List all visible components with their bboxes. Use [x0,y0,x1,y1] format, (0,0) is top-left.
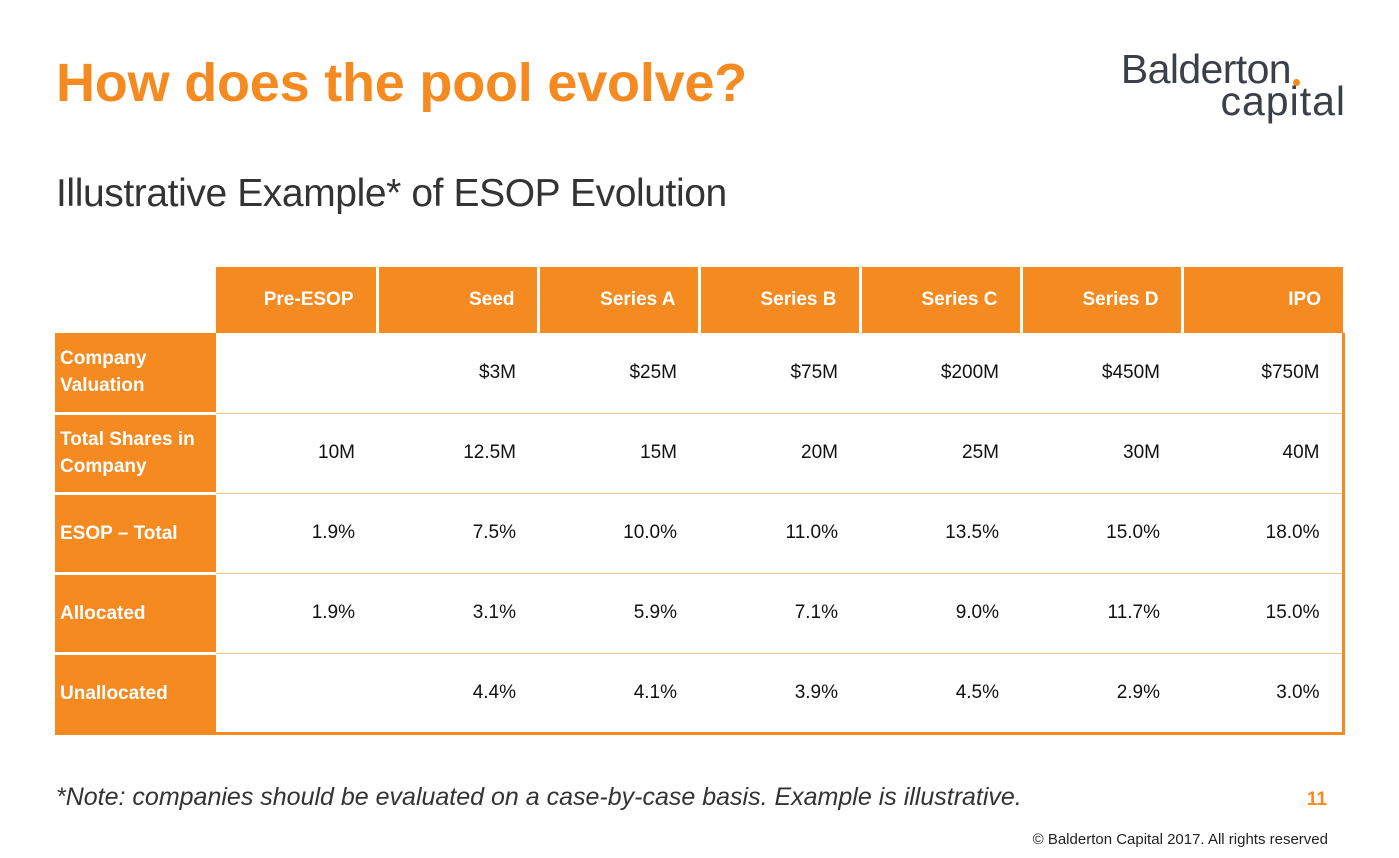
table-row: ESOP – Total 1.9% 7.5% 10.0% 11.0% 13.5%… [55,493,1345,575]
logo-sub-text: capital [1220,78,1346,124]
column-header: Series B [697,267,860,333]
table-cell: 15.0% [1021,493,1182,574]
table-cell: $75M [699,333,860,414]
table-corner-cell [55,267,216,333]
row-header: Unallocated [55,653,216,735]
table-cell: 7.5% [377,493,538,574]
table-cell: 9.0% [860,573,1021,654]
table-row: Total Shares in Company 10M 12.5M 15M 20… [55,413,1345,495]
table-row: Unallocated 4.4% 4.1% 3.9% 4.5% 2.9% 3.0… [55,653,1345,735]
row-header: ESOP – Total [55,493,216,575]
table-row: Company Valuation $3M $25M $75M $200M $4… [55,333,1345,415]
table-cell: 4.1% [538,653,699,735]
column-header: Series D [1019,267,1182,333]
table-cell: 11.7% [1021,573,1182,654]
logo-brand-text: Balderton [1120,46,1292,92]
column-header: Series C [858,267,1021,333]
table-cell: 20M [699,413,860,494]
column-header: Pre-ESOP [216,267,377,333]
esop-evolution-table: Pre-ESOP Seed Series A Series B Series C… [55,267,1345,735]
table-cell: 11.0% [699,493,860,574]
table-cell: 15.0% [1182,573,1345,654]
table-cell: 13.5% [860,493,1021,574]
table-cell: 4.5% [860,653,1021,735]
table-cell [216,333,377,414]
logo-dot [1293,79,1300,86]
table-cell: $200M [860,333,1021,414]
table-cell: 1.9% [216,493,377,574]
table-header-row: Pre-ESOP Seed Series A Series B Series C… [55,267,1343,333]
row-header: Total Shares in Company [55,413,216,495]
copyright-notice: © Balderton Capital 2017. All rights res… [1032,831,1328,848]
page-subtitle: Illustrative Example* of ESOP Evolution [56,172,727,215]
table-cell: 2.9% [1021,653,1182,735]
table-cell: 5.9% [538,573,699,654]
column-header: Series A [536,267,699,333]
table-cell: 18.0% [1182,493,1345,574]
table-cell [216,653,377,735]
page-number: 11 [1306,789,1327,810]
table-cell: 1.9% [216,573,377,654]
table-cell: 3.9% [699,653,860,735]
table-cell: 15M [538,413,699,494]
table-cell: 7.1% [699,573,860,654]
column-header: IPO [1180,267,1343,333]
table-cell: 3.0% [1182,653,1345,735]
table-cell: 10.0% [538,493,699,574]
row-header: Allocated [55,573,216,655]
table-row: Allocated 1.9% 3.1% 5.9% 7.1% 9.0% 11.7%… [55,573,1345,655]
column-header: Seed [375,267,538,333]
table-cell: 30M [1021,413,1182,494]
table-cell: $450M [1021,333,1182,414]
balderton-capital-logo: Balderton capital [1060,46,1346,130]
table-cell: 3.1% [377,573,538,654]
table-cell: $3M [377,333,538,414]
table-cell: 40M [1182,413,1345,494]
table-cell: $25M [538,333,699,414]
row-header: Company Valuation [55,333,216,415]
table-cell: 10M [216,413,377,494]
table-cell: 12.5M [377,413,538,494]
table-cell: $750M [1182,333,1345,414]
table-cell: 4.4% [377,653,538,735]
footnote: *Note: companies should be evaluated on … [56,783,1022,811]
table-cell: 25M [860,413,1021,494]
page-title: How does the pool evolve? [56,53,748,113]
